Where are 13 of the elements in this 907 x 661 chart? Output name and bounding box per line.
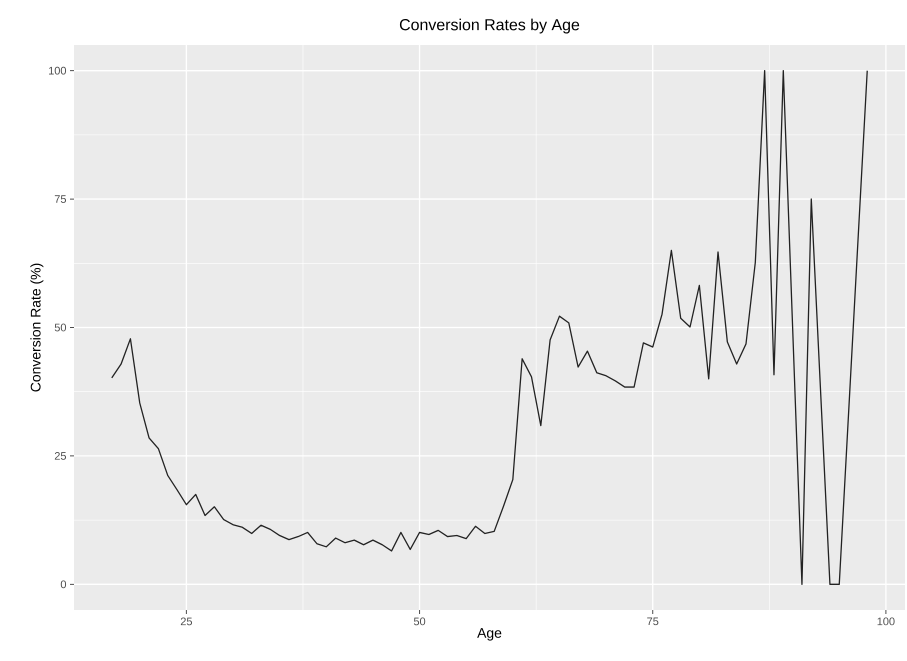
x-tick-label: 25 — [180, 618, 192, 626]
y-tick-label: 50 — [54, 324, 66, 332]
y-tick-label: 75 — [54, 195, 66, 203]
x-axis-title: Age — [477, 628, 502, 641]
y-tick-label: 100 — [49, 66, 66, 75]
chart-title: Conversion Rates by Age — [400, 18, 580, 34]
y-axis-title: Conversion Rate (%) — [30, 264, 44, 392]
line-series — [111, 70, 868, 585]
y-tick-label: 0 — [60, 580, 66, 588]
x-tick-label: 75 — [647, 618, 658, 626]
x-tick-label: 100 — [878, 618, 895, 626]
x-tick-label: 50 — [414, 618, 426, 626]
y-tick-label: 25 — [54, 452, 66, 460]
